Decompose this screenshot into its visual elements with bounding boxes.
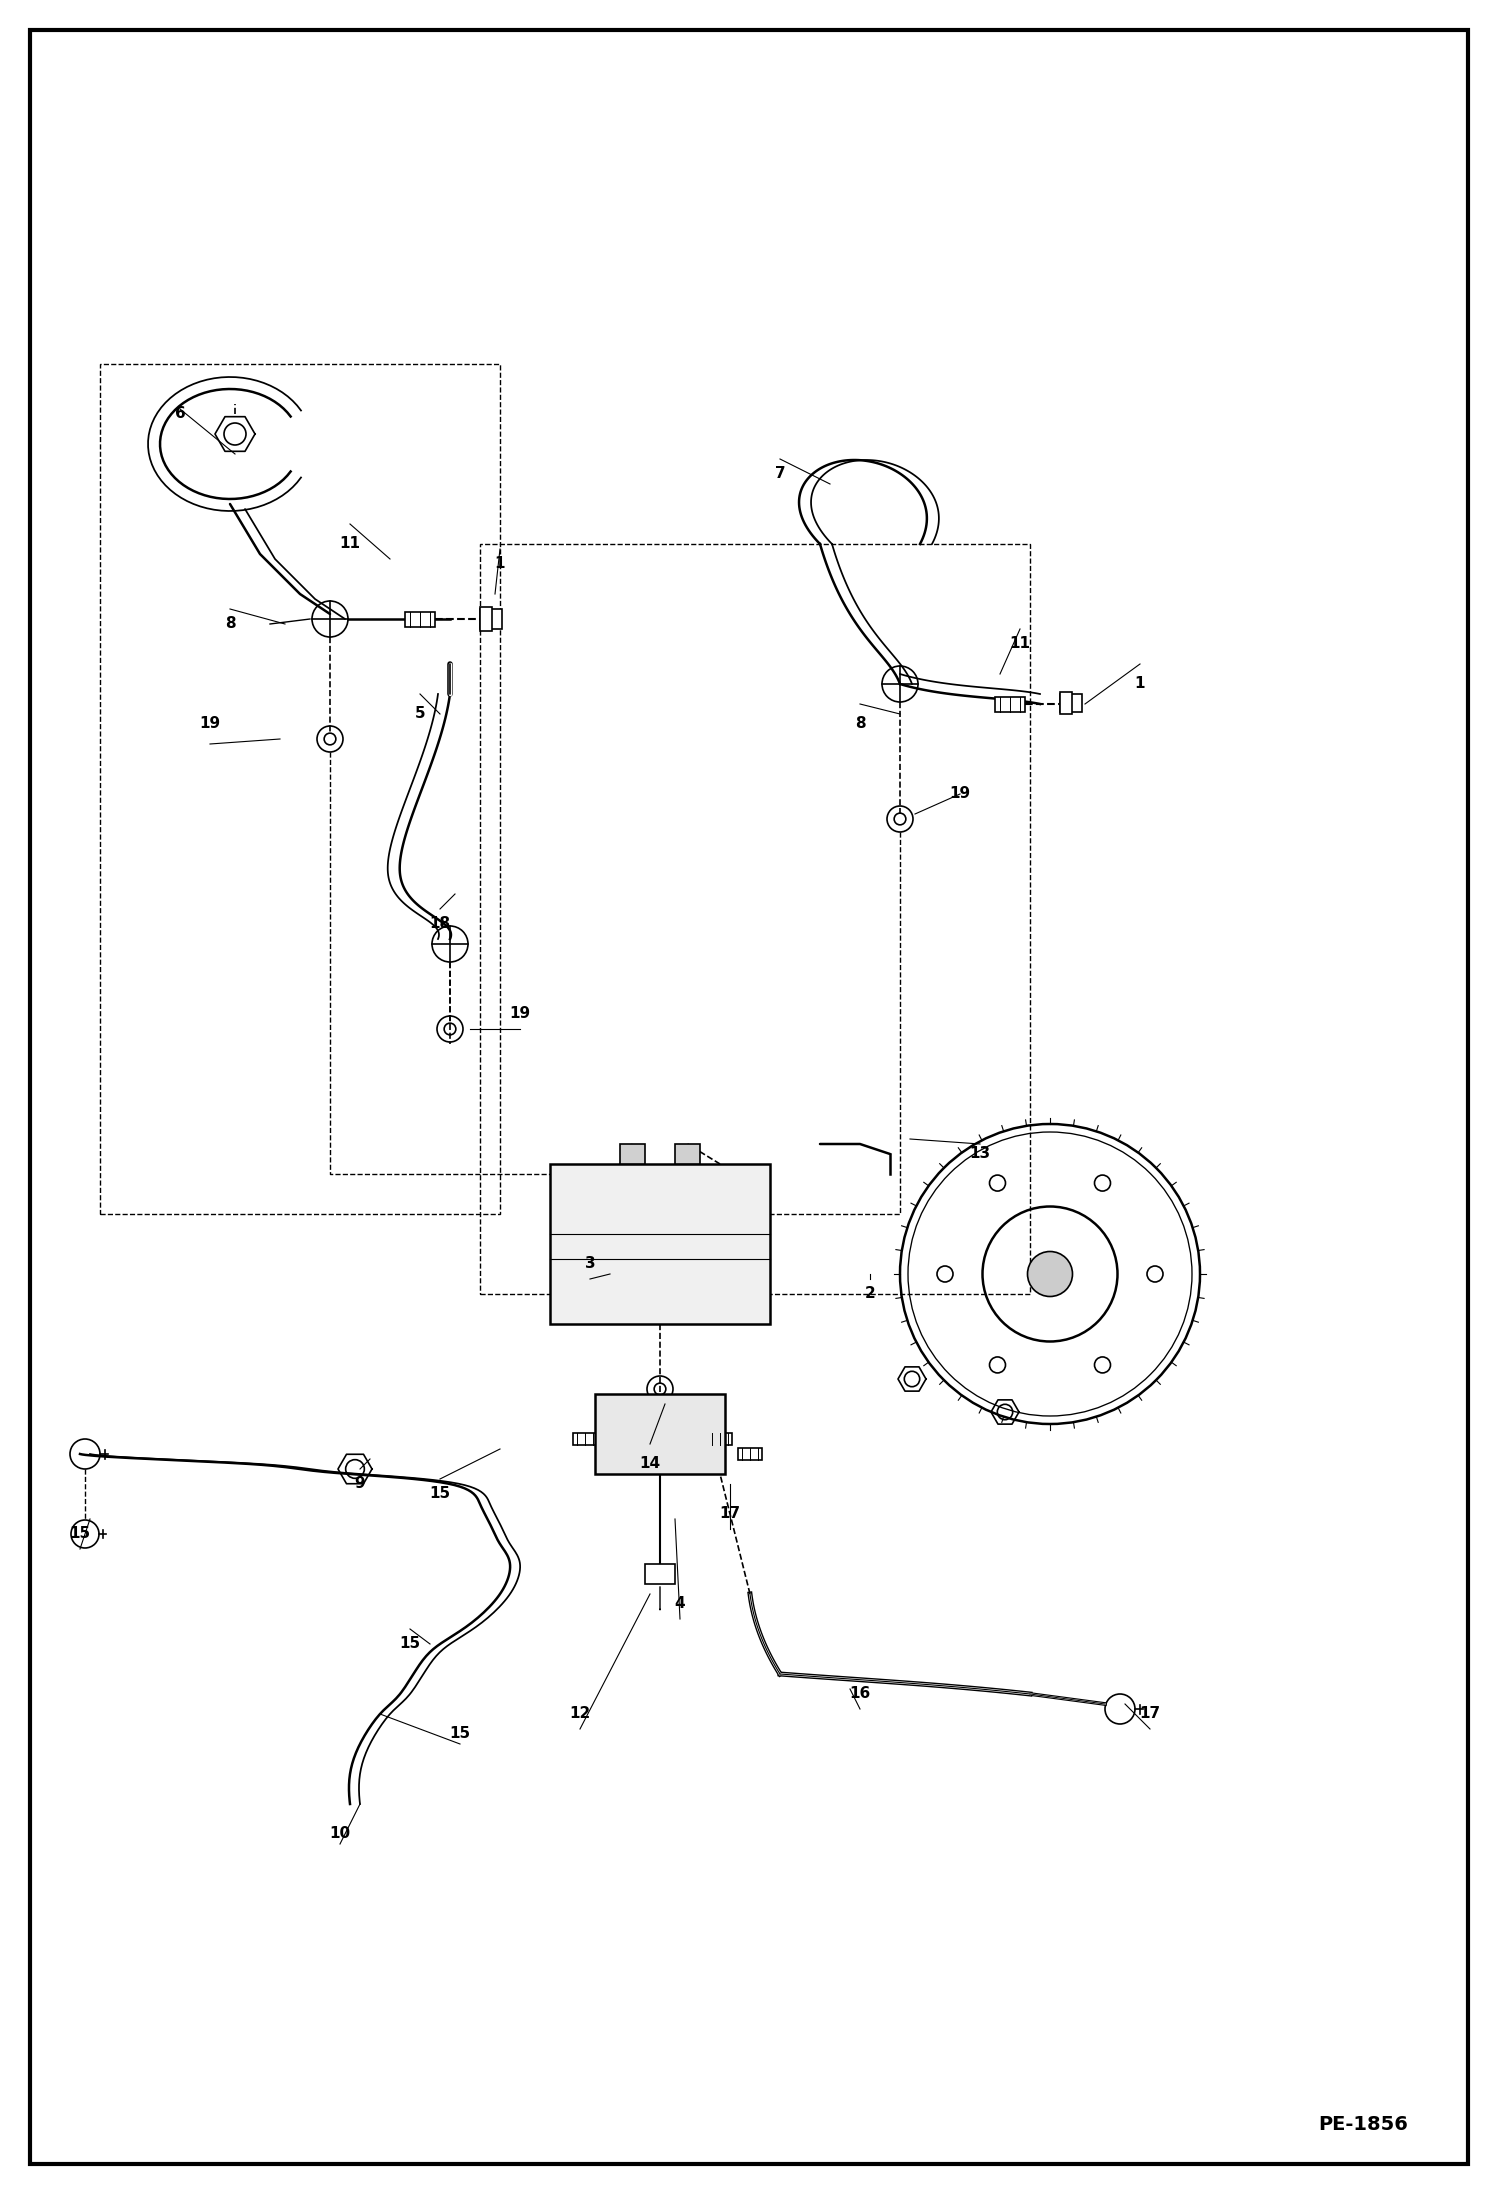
Circle shape (938, 1266, 953, 1281)
Text: 10: 10 (330, 1825, 351, 1841)
Text: PE-1856: PE-1856 (1318, 2115, 1408, 2135)
Bar (479, 608, 491, 632)
Circle shape (1095, 1356, 1110, 1373)
Bar (1061, 693, 1082, 713)
Text: 16: 16 (849, 1687, 870, 1703)
Circle shape (1095, 1176, 1110, 1191)
Circle shape (998, 1404, 1013, 1420)
Bar (995, 695, 1025, 711)
Text: 15: 15 (449, 1727, 470, 1742)
Circle shape (346, 1459, 364, 1479)
Bar (1061, 691, 1073, 713)
Text: 3: 3 (584, 1257, 595, 1273)
Text: 11: 11 (340, 538, 361, 551)
Circle shape (1147, 1266, 1162, 1281)
Text: 7: 7 (774, 467, 785, 480)
Circle shape (225, 423, 246, 445)
Text: 4: 4 (674, 1597, 685, 1613)
Circle shape (1028, 1251, 1073, 1297)
Text: 5: 5 (415, 706, 425, 722)
Bar (709, 1433, 733, 1446)
Text: 2: 2 (864, 1286, 875, 1301)
Text: 17: 17 (719, 1507, 740, 1520)
Bar (479, 544, 1031, 1294)
Text: 18: 18 (430, 917, 451, 932)
Text: 13: 13 (969, 1147, 990, 1161)
Bar (739, 1448, 762, 1459)
Bar (479, 610, 502, 630)
Bar (676, 1143, 700, 1165)
Text: 9: 9 (355, 1477, 366, 1492)
Text: 14: 14 (640, 1457, 661, 1472)
Bar (646, 1564, 676, 1584)
Text: 11: 11 (1010, 636, 1031, 652)
Bar (620, 1143, 646, 1165)
Text: 15: 15 (400, 1637, 421, 1652)
Circle shape (592, 1246, 608, 1262)
Bar (595, 1393, 725, 1474)
Circle shape (712, 1246, 728, 1262)
Circle shape (990, 1176, 1005, 1191)
Text: 17: 17 (1140, 1707, 1161, 1722)
Bar (404, 612, 434, 627)
Text: 12: 12 (569, 1707, 590, 1722)
Text: 1: 1 (494, 557, 505, 570)
Text: 8: 8 (855, 717, 866, 731)
Text: 8: 8 (225, 617, 235, 632)
Text: 6: 6 (175, 406, 186, 421)
Bar (574, 1433, 598, 1446)
Circle shape (905, 1371, 920, 1387)
Text: 19: 19 (199, 717, 220, 731)
Bar (550, 1165, 770, 1323)
Text: 15: 15 (430, 1488, 451, 1501)
Text: 1: 1 (1135, 676, 1146, 691)
Bar (100, 364, 500, 1213)
Text: 19: 19 (950, 785, 971, 801)
Circle shape (990, 1356, 1005, 1373)
Text: 19: 19 (509, 1007, 530, 1022)
Text: 15: 15 (69, 1527, 90, 1542)
